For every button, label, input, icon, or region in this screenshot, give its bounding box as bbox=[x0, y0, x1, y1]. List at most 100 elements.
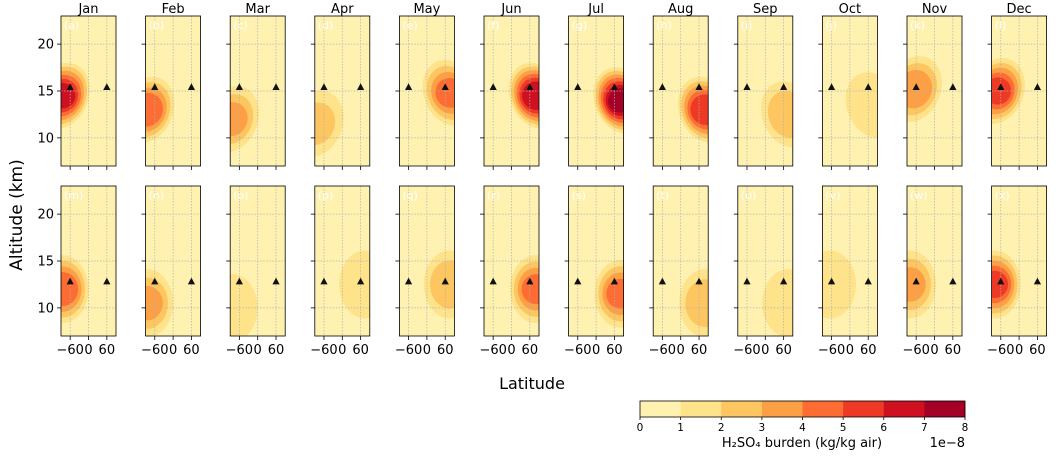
panel-label: (k) bbox=[910, 19, 925, 32]
y-tick-label: 15 bbox=[37, 255, 54, 270]
contour-level-5 bbox=[991, 270, 1009, 299]
y-tick-label: 20 bbox=[37, 208, 54, 223]
x-tick-label: −60 bbox=[564, 343, 591, 358]
site-marker-triangle bbox=[695, 277, 703, 285]
panel-label: (h) bbox=[656, 19, 672, 32]
x-tick-label: 0 bbox=[338, 343, 346, 358]
contour-level-3 bbox=[907, 267, 926, 302]
x-tick-label: 60 bbox=[860, 343, 877, 358]
panel-oct-row2: (v) −60 0 60 bbox=[818, 185, 878, 358]
site-marker-triangle bbox=[997, 277, 1005, 285]
colorbar-segment bbox=[843, 401, 885, 417]
plume-contours bbox=[422, 59, 455, 126]
month-title: Jul bbox=[587, 2, 604, 17]
colorbar-segment bbox=[761, 401, 803, 417]
panel-dec-row2: (x) −60 0 60 bbox=[987, 185, 1047, 358]
x-tick-label: −60 bbox=[141, 343, 168, 358]
x-tick-label: −60 bbox=[649, 343, 676, 358]
site-marker-triangle bbox=[526, 277, 534, 285]
y-tick-label: 20 bbox=[37, 38, 54, 53]
colorbar-segment bbox=[680, 401, 722, 417]
panel-jul-row1: (g) Jul bbox=[564, 2, 624, 170]
x-tick-label: 0 bbox=[1015, 343, 1023, 358]
x-tick-label: 0 bbox=[592, 343, 600, 358]
plume-contours bbox=[677, 76, 709, 143]
panel-label: (j) bbox=[825, 19, 837, 32]
panel-grid: (a)Jan101520(b)Feb(c)Mar(d)Apr(e)May(f)J… bbox=[37, 2, 1047, 358]
site-marker-triangle bbox=[103, 83, 111, 91]
x-tick-label: 0 bbox=[677, 343, 685, 358]
x-tick-label: 0 bbox=[84, 343, 92, 358]
x-tick-label: 0 bbox=[169, 343, 177, 358]
panel-label: (b) bbox=[149, 19, 165, 32]
plume-contours bbox=[314, 90, 344, 157]
x-tick-label: 60 bbox=[691, 343, 708, 358]
site-marker-triangle bbox=[357, 83, 365, 91]
site-marker-triangle bbox=[1033, 83, 1042, 91]
site-marker-triangle bbox=[574, 277, 582, 285]
x-tick-label: 0 bbox=[761, 343, 769, 358]
site-marker-triangle bbox=[997, 83, 1005, 91]
contour-level-4 bbox=[606, 278, 624, 309]
x-tick-label: −60 bbox=[818, 343, 845, 358]
panel-label: (l) bbox=[995, 19, 1007, 32]
contour-level-4 bbox=[521, 274, 539, 305]
site-marker-triangle bbox=[864, 83, 872, 91]
contour-level-1 bbox=[845, 72, 878, 139]
panel-mar-row1: (c) Mar bbox=[226, 2, 286, 170]
month-title: May bbox=[413, 2, 440, 17]
site-marker-triangle bbox=[103, 277, 111, 285]
x-tick-label: −60 bbox=[310, 343, 337, 358]
panel-label: (s) bbox=[572, 189, 586, 202]
site-marker-triangle bbox=[695, 83, 703, 91]
panel-label: (u) bbox=[741, 189, 757, 202]
panel-feb-row1: (b) Feb bbox=[141, 2, 202, 170]
panel-nov-row1: (k) Nov bbox=[903, 2, 963, 170]
colorbar: 0 1 2 3 4 5 6 7 8 H₂SO₄ burden (kg/kg air) 1e−8 bbox=[637, 400, 968, 451]
x-tick-label: 60 bbox=[775, 343, 792, 358]
x-tick-label: −60 bbox=[226, 343, 253, 358]
colorbar-tick-label: 1 bbox=[677, 422, 684, 434]
colorbar-tick-label: 7 bbox=[921, 422, 928, 434]
site-marker-triangle bbox=[780, 83, 788, 91]
contour-level-4 bbox=[435, 77, 455, 108]
x-axis-label: Latitude bbox=[499, 374, 565, 393]
panel-label: (e) bbox=[402, 19, 417, 32]
plume-contours bbox=[145, 269, 174, 336]
x-tick-label: 60 bbox=[437, 343, 454, 358]
panel-nov-row2: (w) −60 0 60 bbox=[902, 185, 963, 358]
panel-label: (g) bbox=[572, 19, 588, 32]
contour-level-1 bbox=[339, 250, 370, 319]
y-tick-label: 10 bbox=[37, 301, 54, 316]
x-tick-label: 60 bbox=[522, 343, 539, 358]
panel-dec-row1: (l)Dec bbox=[987, 2, 1047, 170]
colorbar-tick-label: 4 bbox=[799, 422, 806, 434]
contour-level-4 bbox=[61, 272, 79, 307]
site-marker-triangle bbox=[272, 277, 280, 285]
panel-feb-row2: (n) −60 0 60 bbox=[141, 185, 202, 358]
panel-apr-row1: (d) Apr bbox=[310, 2, 371, 170]
site-marker-triangle bbox=[949, 83, 957, 91]
plume-contours bbox=[594, 259, 624, 328]
plume-contours bbox=[907, 250, 937, 319]
panel-label: (i) bbox=[741, 19, 753, 32]
panel-label: (n) bbox=[149, 189, 165, 202]
month-title: Aug bbox=[668, 2, 693, 17]
panel-jul-row2: (s) −60 0 60 bbox=[564, 185, 624, 358]
x-tick-label: −60 bbox=[987, 343, 1014, 358]
site-marker-triangle bbox=[187, 83, 196, 91]
x-tick-label: −60 bbox=[479, 343, 506, 358]
x-tick-label: −60 bbox=[395, 343, 422, 358]
month-title: Nov bbox=[922, 2, 948, 17]
colorbar-label: H₂SO₄ burden (kg/kg air) bbox=[722, 436, 882, 451]
x-tick-label: 60 bbox=[1029, 343, 1046, 358]
site-marker-triangle bbox=[912, 277, 920, 285]
y-axis-label: Altitude (km) bbox=[7, 159, 27, 271]
panel-label: (t) bbox=[656, 189, 669, 202]
plume-contours bbox=[679, 269, 709, 336]
panel-oct-row1: (j)Oct bbox=[818, 2, 878, 170]
panel-jan-row2: (m) 10 15 20 −60 0 60 bbox=[37, 185, 117, 358]
panel-may-row1: (e) May bbox=[395, 2, 455, 170]
x-tick-label: 60 bbox=[352, 343, 369, 358]
x-tick-label: 0 bbox=[930, 343, 938, 358]
